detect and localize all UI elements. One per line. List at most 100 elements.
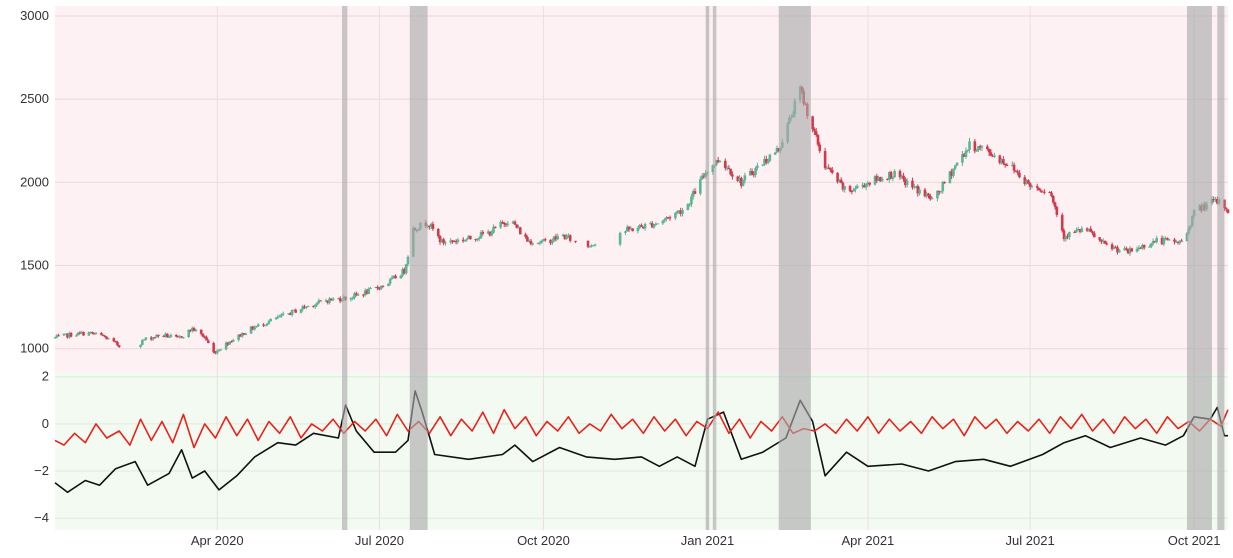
candle-body xyxy=(549,239,552,244)
candle-body xyxy=(1178,240,1182,244)
candle-body xyxy=(1025,180,1028,184)
candle-body xyxy=(492,226,495,233)
candle-body xyxy=(1092,233,1096,238)
candle-body xyxy=(586,240,590,247)
candle-body xyxy=(1226,209,1230,214)
candle-body xyxy=(511,221,515,224)
candle-body xyxy=(939,191,943,193)
candle-body xyxy=(365,290,369,294)
candle-body xyxy=(941,182,945,192)
candle-body xyxy=(363,290,367,296)
candle-body xyxy=(880,178,884,182)
candle-body xyxy=(244,333,248,336)
candle-body xyxy=(1066,236,1069,238)
candle-body xyxy=(189,329,192,331)
price-tick-label: 2500 xyxy=(20,91,49,106)
candle-body xyxy=(117,345,121,347)
candle-body xyxy=(153,337,157,339)
candle-body xyxy=(315,303,319,305)
candle-body xyxy=(829,168,832,170)
candle-body xyxy=(843,186,847,190)
candle-body xyxy=(180,336,183,338)
candle-body xyxy=(561,234,565,237)
candle-body xyxy=(1078,229,1082,232)
candle-body xyxy=(592,245,595,247)
candle-body xyxy=(1173,239,1176,242)
candle-body xyxy=(381,285,385,287)
candle-body xyxy=(328,298,331,303)
candle-body xyxy=(354,293,358,295)
candle-body xyxy=(691,191,695,197)
candle-body xyxy=(873,176,877,185)
candle-body xyxy=(367,288,371,294)
candle-body xyxy=(255,326,258,328)
candle-body xyxy=(631,228,634,232)
candle-body xyxy=(936,190,939,199)
candle-body xyxy=(290,309,294,315)
candle-body xyxy=(387,283,390,287)
candle-body xyxy=(950,171,953,176)
candle-body xyxy=(114,341,117,343)
candle-body xyxy=(224,342,228,350)
candle-body xyxy=(1062,230,1066,240)
candle-body xyxy=(668,217,672,219)
candle-body xyxy=(289,313,292,315)
candle-body xyxy=(836,172,839,183)
candle-body xyxy=(490,232,494,236)
candle-body xyxy=(406,256,410,265)
candle-body xyxy=(1068,232,1071,238)
candle-body xyxy=(176,336,180,338)
candle-body xyxy=(1098,237,1101,240)
candle-body xyxy=(636,227,640,232)
candle-body xyxy=(301,306,305,310)
candle-body xyxy=(675,211,679,214)
candle-body xyxy=(349,298,353,300)
candle-body xyxy=(87,332,91,336)
candle-body xyxy=(681,210,684,214)
candle-body xyxy=(1060,214,1064,231)
candle-body xyxy=(431,223,435,229)
candle-body xyxy=(517,227,520,229)
candle-body xyxy=(356,294,360,296)
candle-body xyxy=(1114,247,1117,249)
candle-body xyxy=(192,328,196,332)
candle-body xyxy=(324,300,328,302)
x-tick-labels: Apr 2020 Jul 2020 Oct 2020 Jan 2021 Apr 2021… xyxy=(191,533,1221,548)
candle-body xyxy=(476,238,479,240)
candle-body xyxy=(1076,229,1080,231)
candle-body xyxy=(1212,199,1216,201)
candle-body xyxy=(1091,231,1094,234)
candle-body xyxy=(1126,249,1130,254)
candle-body xyxy=(754,168,757,175)
candle-body xyxy=(674,213,677,219)
candle-body xyxy=(1023,177,1027,184)
candle-body xyxy=(66,333,69,338)
indicator-tick-label: 2 xyxy=(42,369,49,384)
candle-body xyxy=(1214,199,1217,201)
candle-body xyxy=(731,174,734,177)
candle-body xyxy=(943,182,946,184)
candle-body xyxy=(656,223,659,225)
candle-body xyxy=(62,333,66,336)
candle-body xyxy=(638,225,642,228)
candle-body xyxy=(756,165,759,169)
candle-body xyxy=(702,175,706,177)
candle-body xyxy=(331,298,335,301)
candle-body xyxy=(864,184,868,188)
candle-body xyxy=(501,222,504,224)
candle-body xyxy=(536,242,540,244)
candle-body xyxy=(240,333,244,337)
candle-body xyxy=(699,179,702,194)
candle-body xyxy=(750,171,754,175)
candle-body xyxy=(139,344,142,347)
candle-body xyxy=(663,219,666,221)
candle-body xyxy=(378,288,381,290)
x-tick-label: Jul 2020 xyxy=(355,533,404,548)
candle-body xyxy=(1117,250,1121,253)
indicator-panel-background xyxy=(55,372,1228,530)
candle-body xyxy=(105,336,108,340)
candle-body xyxy=(442,239,445,244)
candle-body xyxy=(868,182,871,185)
candle-body xyxy=(852,189,855,192)
